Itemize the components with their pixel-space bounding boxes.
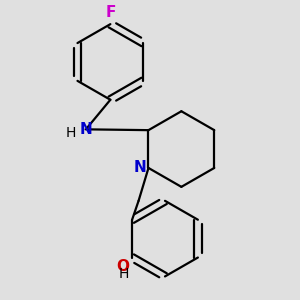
Text: H: H [66, 126, 76, 140]
Text: O: O [116, 259, 129, 274]
Text: F: F [105, 5, 116, 20]
Text: H: H [119, 267, 129, 281]
Text: N: N [79, 122, 92, 137]
Text: N: N [134, 160, 147, 175]
